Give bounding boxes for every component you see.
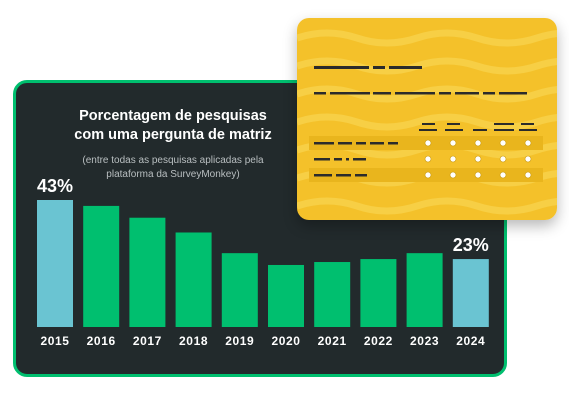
x-tick-label: 2016 xyxy=(87,334,116,348)
chart-title: Porcentagem de pesquisas com uma pergunt… xyxy=(74,108,272,143)
bar-2023 xyxy=(406,253,443,327)
x-tick-label: 2023 xyxy=(410,334,439,348)
bar-2022 xyxy=(360,259,397,327)
bar-2024 xyxy=(452,259,489,327)
bar-2021 xyxy=(314,262,351,327)
data-label: 23% xyxy=(453,235,489,255)
chart-subtitle: (entre todas as pesquisas aplicadas pela… xyxy=(82,155,264,180)
x-tick-label: 2024 xyxy=(456,334,485,348)
x-tick-label: 2015 xyxy=(40,334,69,348)
bar-2018 xyxy=(175,232,212,327)
survey-matrix-form-icon xyxy=(297,18,557,220)
bar-2017 xyxy=(129,217,166,327)
bar-2015 xyxy=(37,200,73,327)
x-tick-label: 2018 xyxy=(179,334,208,348)
x-tick-label: 2021 xyxy=(318,334,347,348)
bar-2016 xyxy=(83,205,120,327)
x-tick-label: 2020 xyxy=(271,334,300,348)
x-tick-label: 2019 xyxy=(225,334,254,348)
x-tick-label: 2022 xyxy=(364,334,393,348)
data-label: 43% xyxy=(37,176,73,196)
bar-2019 xyxy=(221,253,258,327)
bar-2020 xyxy=(268,264,304,327)
x-tick-label: 2017 xyxy=(133,334,162,348)
